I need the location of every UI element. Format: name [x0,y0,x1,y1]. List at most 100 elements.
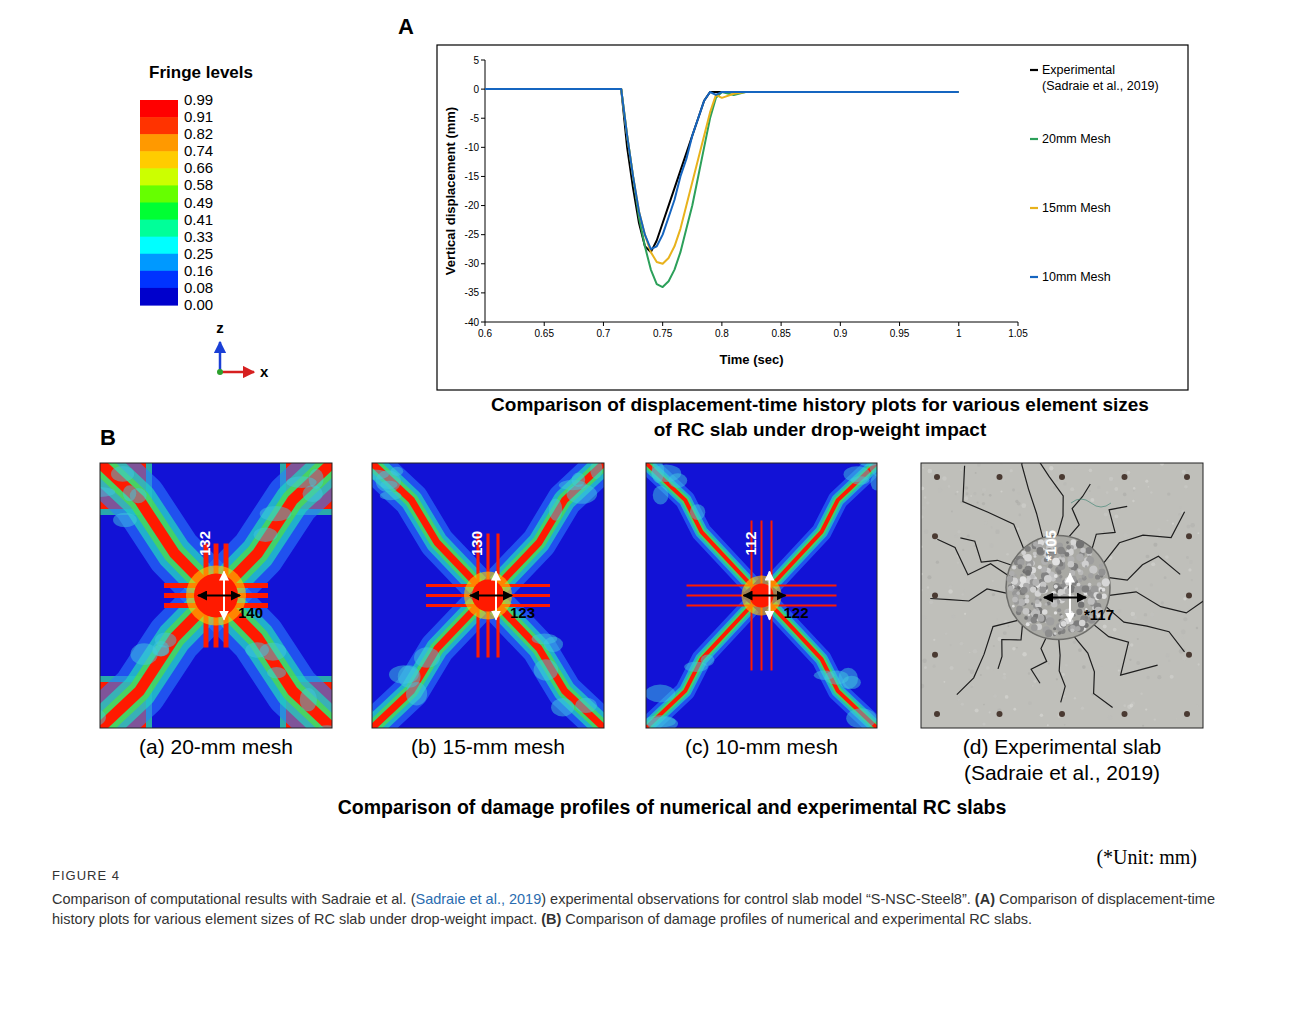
photo-speckle [1148,486,1150,488]
photo-speckle [1165,555,1169,559]
text-line: (Sadraie et al., 2019) [1042,79,1159,93]
photo-speckle [1196,627,1198,629]
figure: Fringe levels0.990.910.820.740.660.580.4… [0,0,1290,1019]
photo-speckle [1114,514,1118,518]
photo-speckle [993,694,997,698]
aggregate [1016,606,1023,613]
y-axis-title: Vertical displacement (mm) [443,107,458,275]
panel-border [100,463,332,728]
damage-halo [646,715,676,727]
dimension-arrow [470,595,512,597]
damage-halo [590,463,602,479]
aggregate [1009,571,1014,576]
photo-speckle [1190,523,1195,528]
photo-speckle [1117,609,1121,613]
x-tick [1018,322,1019,326]
damage-halo [113,513,137,528]
bolt-hole [1186,652,1192,658]
dimension-label: 123 [510,604,535,621]
caption-segment: ) experimental observations for control … [541,891,975,907]
photo-speckle [1012,647,1015,650]
damage-band [372,463,478,586]
aggregate [1042,609,1048,615]
damage-band [646,606,752,729]
aggregate [1038,615,1045,622]
aggregate [1012,605,1015,608]
crack-line [998,625,1022,669]
damage-band [498,463,604,586]
damage-halo [100,487,115,497]
x-tick [603,322,604,326]
triad-x-arrow [220,371,254,374]
dimension-label: 140 [238,604,263,621]
subpanel-label: (d) Experimental slab [963,735,1161,758]
aggregate [1012,565,1016,569]
photo-speckle [1191,579,1193,581]
photo-speckle [1140,693,1142,695]
axes-triad: zx [216,319,269,380]
photo-speckle [1047,724,1049,726]
photo-speckle [986,666,990,670]
photo-speckle [970,495,972,497]
colorbar-label: 0.25 [184,245,213,262]
aggregate [1068,561,1075,568]
axes: -40-35-30-25-20-15-10-5050.60.650.70.750… [443,55,1028,368]
colorbar-label: 0.74 [184,142,213,159]
damage-band [646,463,752,586]
aggregate [1030,575,1034,579]
subpanel-citation: (Sadraie et al., 2019) [964,761,1160,784]
photo-speckle [1114,487,1118,491]
photo-speckle [1145,480,1148,483]
damage-halo [414,647,440,668]
photo-speckle [929,600,933,604]
legend-label: Experimental (Sadraie et al., 2019) [1042,63,1159,93]
photo-speckle [1154,718,1156,720]
legend-swatch [1030,207,1038,209]
aggregate [1025,595,1029,599]
panel-letter: B [100,425,116,450]
damage-band [100,606,206,729]
photo-speckle [975,472,977,474]
photo-speckle [1168,660,1170,662]
bolt-hole [997,711,1003,717]
damage-halo [534,659,559,680]
damage-panel [921,463,1203,728]
colorbar-band [140,220,178,238]
damage-halo [575,698,597,713]
photo-speckle [1123,493,1127,497]
photo-speckle [927,586,930,589]
photo-speckle [933,665,936,668]
x-tick-label: 0.75 [653,328,673,339]
triad-origin [217,369,223,375]
legend-swatch [1030,276,1038,278]
damage-band [646,463,752,586]
damage-band [498,463,604,586]
aggregate [1017,586,1020,589]
damage-halo [690,504,705,520]
aggregate [1078,578,1082,582]
colorbar-label: 0.58 [184,176,213,193]
photo-speckle [922,615,926,619]
damage-band [498,606,604,729]
aggregate [1099,564,1103,568]
caption-link[interactable]: Sadraie et al., 2019 [415,891,541,907]
damage-band [100,463,206,586]
aggregate [1085,565,1088,568]
photo-speckle [970,670,975,675]
photo-speckle [964,590,967,593]
aggregate [1038,615,1046,623]
text-line: Experimental [1042,63,1115,77]
text-line: of RC slab under drop-weight impact [654,419,987,440]
photo-speckle [1003,631,1007,635]
photo-speckle [948,589,952,593]
aggregate [1039,587,1046,594]
photo-speckle [1129,659,1131,661]
bolt-hole [1186,593,1192,599]
aggregate [1080,548,1085,553]
photo-speckle [927,575,931,579]
aggregate [1059,620,1066,627]
photo-speckle [984,521,987,524]
photo-speckle [1136,661,1140,665]
aggregate [1025,570,1031,576]
photo-speckle [1074,465,1078,469]
